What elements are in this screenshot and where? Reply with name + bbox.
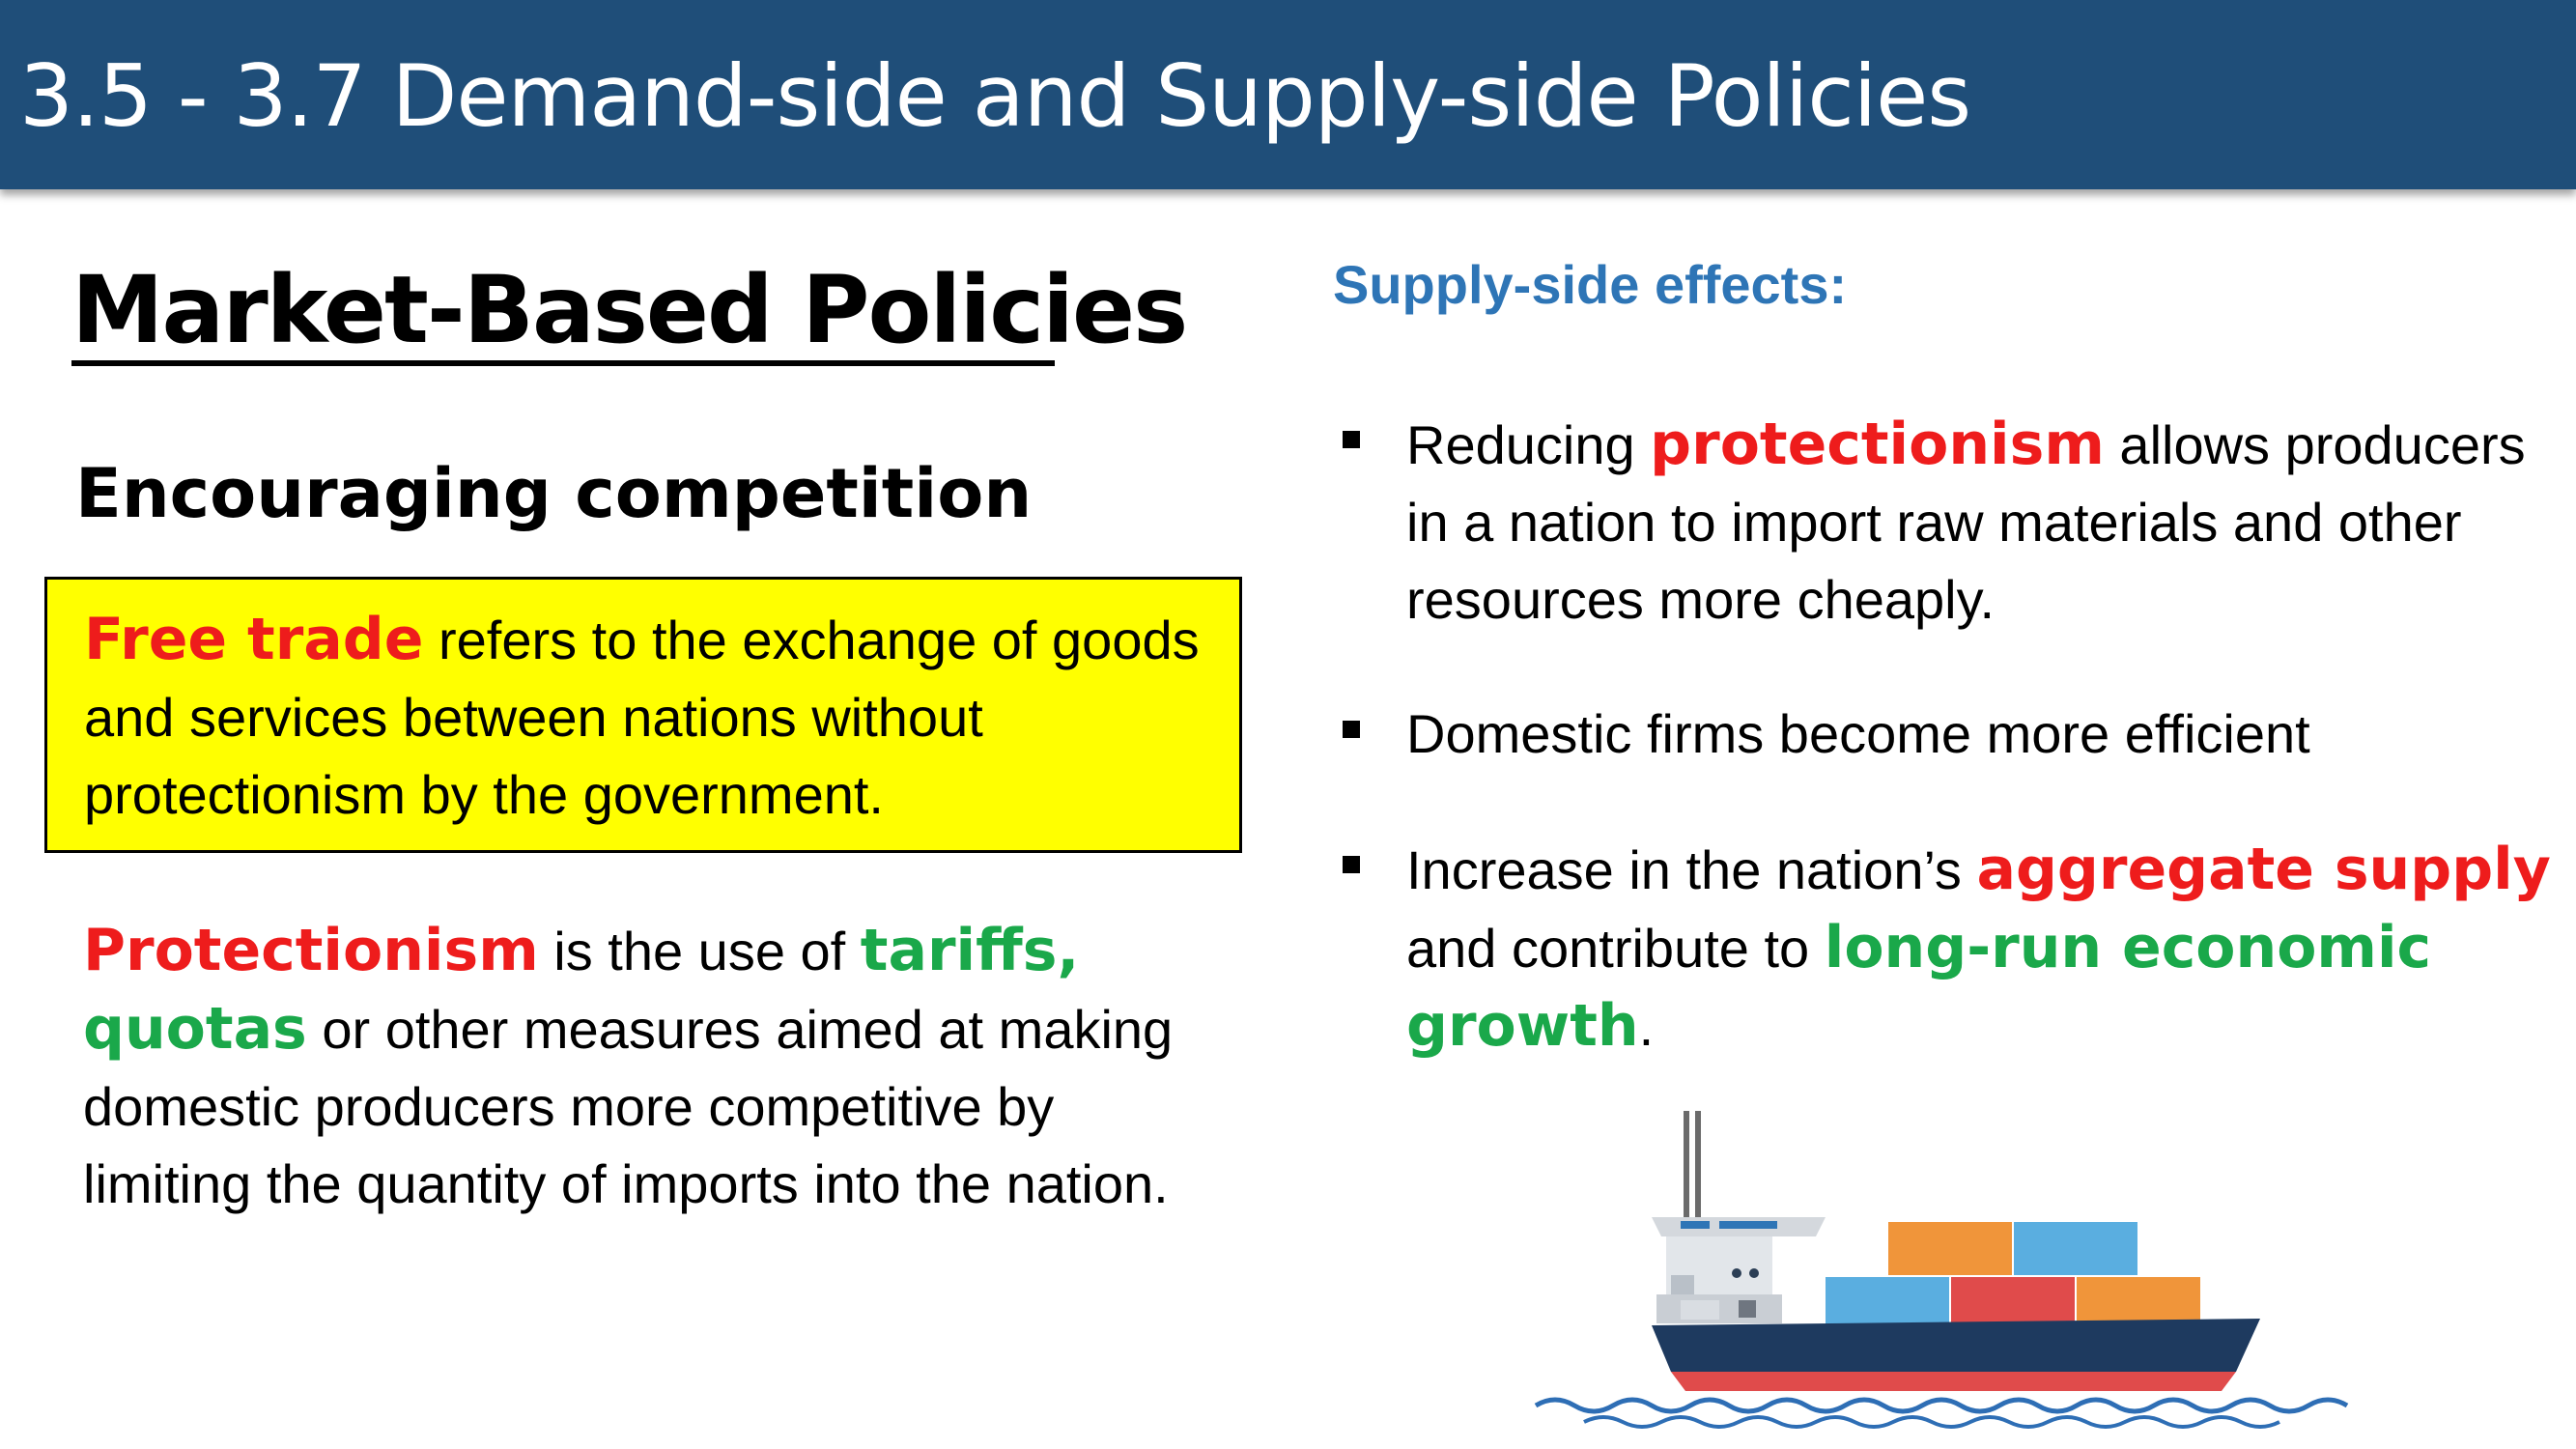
subheading: Encouraging competition — [75, 454, 1033, 533]
bullet-marker-icon — [1343, 856, 1360, 873]
bullet-text-part: Reducing — [1406, 414, 1651, 475]
slide-title: 3.5 - 3.7 Demand-side and Supply-side Po… — [19, 46, 1971, 146]
free-trade-term: Free trade — [84, 606, 424, 673]
bullet-text: Increase in the nation’s aggregate suppl… — [1406, 831, 2556, 1065]
bullet-text: Domestic firms become more efficient — [1406, 703, 2310, 764]
protectionism-term: Protectionism — [83, 917, 539, 984]
bullet-marker-icon — [1343, 721, 1360, 738]
section-title-underline — [71, 360, 1055, 366]
bullet-text-part: allows producers in a nation to import r… — [1406, 414, 2526, 630]
supply-side-effects-heading: Supply-side effects: — [1333, 254, 1848, 315]
protectionism-definition: Protectionism is the use of tariffs, quo… — [83, 912, 1184, 1223]
free-trade-definition: Free trade refers to the exchange of goo… — [84, 601, 1233, 834]
section-title: Market-Based Policies — [71, 256, 1188, 364]
protectionism-text-1: is the use of — [538, 921, 861, 981]
protectionism-highlight: protectionism — [1650, 411, 2105, 478]
bullet-text-part: and contribute to — [1406, 918, 1825, 979]
bullet-text-part: Increase in the nation’s — [1406, 839, 1977, 900]
protectionism-text-2: or other measures aimed at making domest… — [83, 999, 1174, 1214]
slide-header: 3.5 - 3.7 Demand-side and Supply-side Po… — [0, 0, 2576, 189]
tariffs-quotas-highlight: tariffs, quotas — [83, 917, 1080, 1063]
free-trade-definition-text: refers to the exchange of goods and serv… — [84, 610, 1200, 825]
free-trade-definition-box: Free trade refers to the exchange of goo… — [44, 577, 1242, 853]
bullet-text-part: . — [1638, 996, 1655, 1057]
aggregate-supply-highlight: aggregate supply — [1976, 836, 2551, 903]
long-run-growth-highlight: long-run economic growth — [1406, 914, 2432, 1060]
bullet-text: Reducing protectionism allows producers … — [1406, 406, 2556, 639]
bullet-marker-icon — [1343, 431, 1360, 448]
cargo-ship-icon — [1534, 1111, 2349, 1429]
